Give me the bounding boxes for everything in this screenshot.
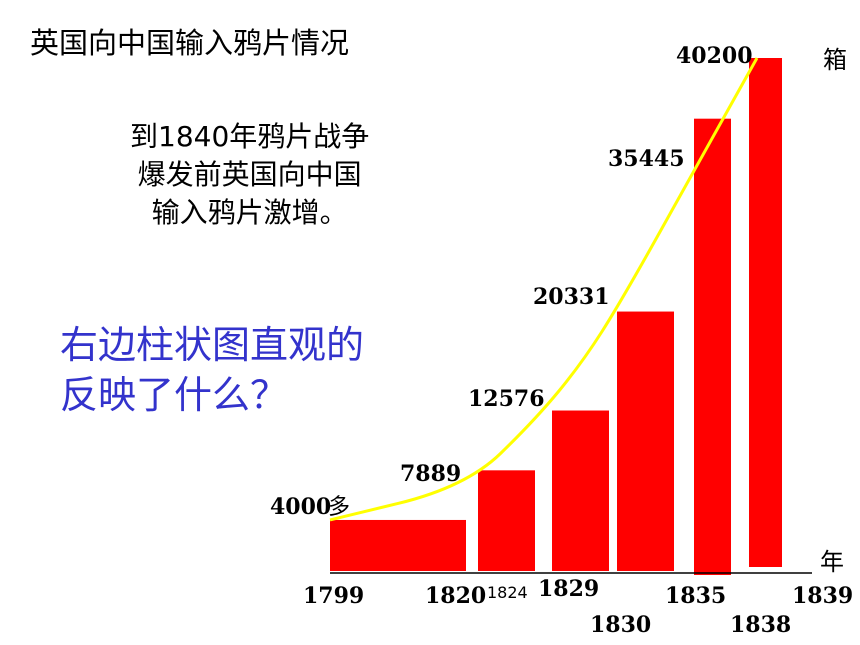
y-unit-label: 箱 [823, 46, 847, 74]
bar [478, 470, 535, 571]
x-tick-label: 1824 [487, 583, 528, 602]
value-label: 20331 [533, 284, 610, 310]
value-label: 7889 [400, 461, 461, 487]
value-label: 35445 [608, 146, 685, 172]
bar [694, 118, 731, 575]
x-tick-label: 1838 [730, 612, 791, 638]
x-tick-label: 1799 [303, 583, 364, 609]
bar [617, 311, 674, 571]
question-line: 右边柱状图直观的 [60, 323, 365, 367]
page-title: 英国向中国输入鸦片情况 [30, 26, 350, 60]
x-tick-label: 1835 [665, 583, 726, 609]
question-line: 反映了什么？ [60, 373, 289, 417]
value-label: 4000 [270, 494, 331, 520]
note-line: 输入鸦片激增。 [151, 196, 348, 229]
bar [330, 519, 466, 571]
x-tick-label: 1820 [425, 583, 486, 609]
x-unit-label: 年 [820, 548, 844, 576]
note-line: 到1840年鸦片战争 [130, 120, 370, 153]
bar [749, 58, 782, 567]
note-text: 到1840年鸦片战争 爆发前英国向中国 输入鸦片激增。 [130, 118, 369, 232]
x-tick-label: 1830 [590, 612, 651, 638]
x-tick-label: 1839 [792, 583, 853, 609]
value-label: 12576 [468, 386, 545, 412]
x-tick-label: 1829 [538, 576, 599, 602]
value-label-suffix: 多 [328, 495, 350, 520]
trend-line [329, 57, 759, 522]
bar [552, 410, 609, 571]
question-text: 右边柱状图直观的 反映了什么？ [60, 320, 364, 420]
note-line: 爆发前英国向中国 [137, 158, 362, 191]
value-label: 40200 [676, 43, 753, 69]
